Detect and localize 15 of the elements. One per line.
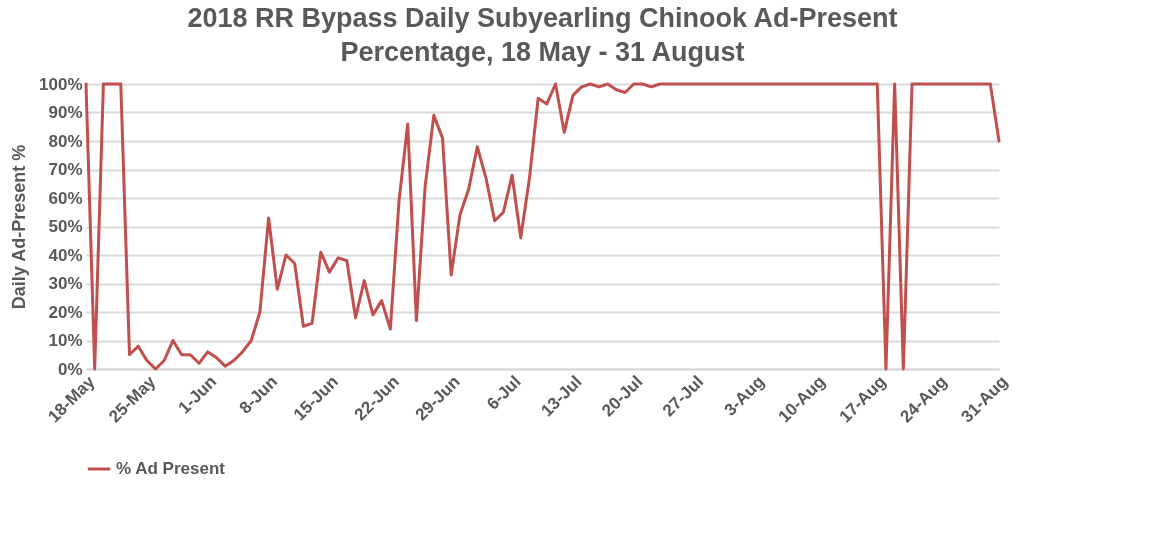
y-tick-label: 40% [48, 245, 83, 265]
y-tick-label: 90% [48, 103, 83, 122]
y-axis-title: Daily Ad-Present % [9, 144, 30, 310]
y-tick-label: 30% [48, 274, 83, 293]
y-tick-label: 20% [48, 302, 83, 322]
y-tick-label: 0% [57, 359, 83, 379]
line-series [84, 82, 1001, 371]
chart-title: 2018 RR Bypass Daily Subyearling Chinook Ad-Present Percentage, 18 May - 31 August [187, 3, 898, 67]
y-tick-label: 70% [48, 160, 83, 179]
y-tick-label: 80% [48, 131, 83, 151]
y-tick-label: 60% [48, 188, 83, 208]
y-tick-label: 100% [39, 74, 83, 94]
legend-label: % Ad Present [116, 459, 226, 478]
y-tick-label: 50% [48, 217, 83, 236]
y-tick-label: 10% [48, 331, 83, 350]
